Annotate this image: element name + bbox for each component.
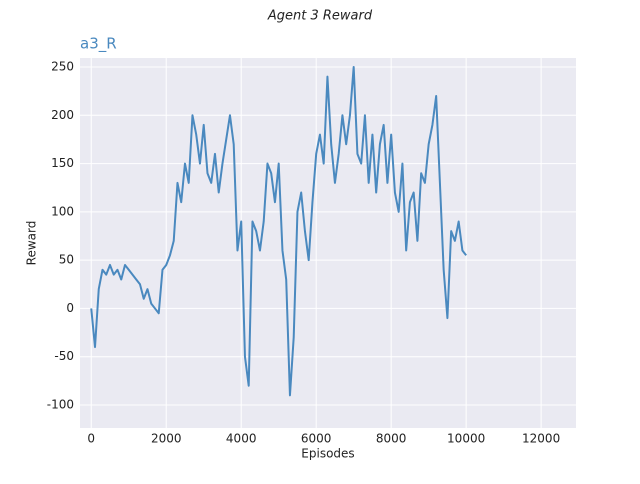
x-tick-label: 8000 <box>376 432 407 446</box>
x-tick-label: 12000 <box>522 432 560 446</box>
y-tick-label: -50 <box>54 349 74 363</box>
y-tick-label: -100 <box>47 398 74 412</box>
series-title: a3_R <box>80 35 117 54</box>
x-tick-label: 0 <box>87 432 95 446</box>
y-tick-label: 250 <box>51 59 74 73</box>
x-axis-label: Episodes <box>301 447 354 461</box>
y-axis-label: Reward <box>25 221 39 266</box>
line <box>90 65 467 397</box>
x-tick-label: 2000 <box>151 432 182 446</box>
y-tick-label: 50 <box>59 253 74 267</box>
y-tick-label: 150 <box>51 156 74 170</box>
x-tick-label: 4000 <box>226 432 257 446</box>
y-tick-label: 0 <box>66 301 74 315</box>
x-tick-label: 10000 <box>447 432 485 446</box>
y-tick-label: 200 <box>51 108 74 122</box>
plot-area <box>80 58 576 428</box>
chart-title: Agent 3 Reward <box>267 9 373 24</box>
y-tick-label: 100 <box>51 204 74 218</box>
x-tick-label: 6000 <box>301 432 332 446</box>
